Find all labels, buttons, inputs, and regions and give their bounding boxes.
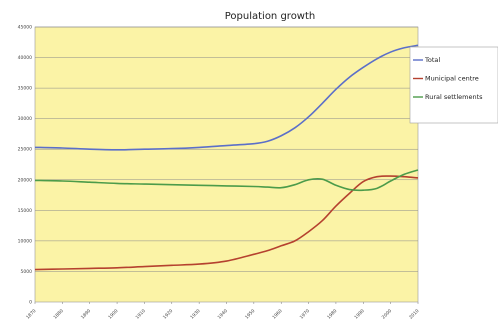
x-tick-label: 2010 (408, 308, 420, 320)
x-tick-label: 1930 (189, 308, 201, 320)
x-tick-label: 1990 (353, 308, 365, 320)
y-tick-label: 35000 (18, 86, 32, 92)
x-tick-label: 1880 (52, 308, 64, 320)
x-tick-label: 2000 (381, 308, 393, 320)
y-tick-label: 5000 (21, 269, 33, 275)
y-axis: 0 5000 10000 15000 20000 25000 30000 35000 40000… (18, 25, 32, 306)
series-line-1 (34, 175, 419, 271)
y-tick-label: 10000 (18, 238, 32, 244)
series-line-0 (34, 44, 419, 151)
x-tick-label: 1910 (135, 308, 147, 320)
y-tick-label: 0 (29, 300, 32, 306)
y-tick-label: 30000 (18, 116, 32, 122)
y-tick-label: 15000 (18, 208, 32, 214)
series-lines (34, 44, 419, 271)
legend: Total Municipal centre Rural settlements (413, 56, 483, 101)
y-tick-label: 25000 (18, 147, 32, 153)
x-tick-label: 1890 (80, 308, 92, 320)
x-tick-label: 1940 (217, 308, 229, 320)
y-tick-label: 45000 (18, 25, 32, 31)
chart-title: Population growth (225, 11, 316, 22)
series-line-2 (34, 169, 419, 192)
x-tick-label: 1960 (271, 308, 283, 320)
legend-label: Rural settlements (425, 93, 483, 101)
y-tick-label: 40000 (18, 55, 32, 61)
x-tick-label: 1920 (162, 308, 174, 320)
x-tick-label: 1870 (25, 308, 37, 320)
legend-label: Total (424, 56, 440, 64)
gridlines (35, 26, 418, 272)
x-tick-label: 1950 (244, 308, 256, 320)
y-tick-label: 20000 (18, 177, 32, 183)
x-tick-label: 1970 (299, 308, 311, 320)
x-tick-label: 1980 (326, 308, 338, 320)
legend-box (409, 46, 498, 124)
x-axis: 1870 1880 1890 1900 1910 1920 1930 1940 1950 1960… (25, 302, 421, 321)
legend-label: Municipal centre (425, 75, 479, 83)
x-tick-label: 1900 (107, 308, 119, 320)
